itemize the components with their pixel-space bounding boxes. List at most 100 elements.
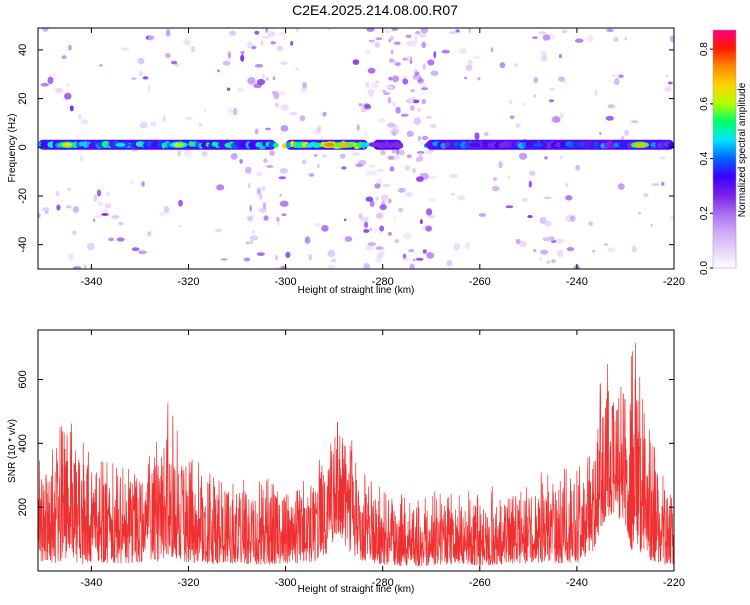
noise-blob (256, 252, 265, 256)
noise-blob (94, 215, 102, 218)
noise-blob (413, 34, 418, 43)
noise-blob (159, 211, 166, 217)
noise-blob (203, 108, 207, 113)
noise-blob (259, 192, 263, 200)
noise-blob (72, 266, 82, 269)
noise-blob (421, 41, 427, 49)
noise-blob (216, 69, 220, 73)
noise-blob (574, 38, 584, 43)
noise-blob (588, 221, 593, 226)
x-tick-label: -240 (566, 577, 588, 589)
y-tick-label: 600 (17, 370, 29, 388)
noise-blob (428, 197, 436, 202)
noise-blob (605, 115, 614, 121)
noise-blob (468, 59, 473, 67)
noise-blob (220, 258, 228, 261)
noise-blob (519, 152, 528, 160)
noise-blob (528, 180, 532, 188)
spectrogram-x-axis-label: Height of straight line (km) (298, 285, 415, 296)
noise-blob (369, 170, 377, 176)
colorbar-ticks: 0.0 0.2 0.4 0.6 0.8 (699, 42, 713, 275)
x-tick-label: -260 (469, 577, 491, 589)
noise-blob (415, 157, 420, 163)
noise-blob (630, 120, 639, 123)
noise-blob (355, 163, 363, 168)
noise-blob (370, 82, 379, 89)
noise-blob (245, 241, 250, 245)
noise-blob (106, 191, 111, 196)
noise-blob (545, 220, 552, 227)
spectrogram-y-ticks: -40 -20 0 20 40 (17, 44, 674, 253)
noise-blob (472, 56, 481, 59)
noise-blob (556, 238, 564, 244)
colorbar-tick-label: 0.4 (699, 151, 710, 165)
noise-blob (141, 181, 145, 187)
noise-blob (533, 77, 539, 84)
noise-blob (226, 87, 231, 91)
noise-blob (408, 40, 417, 47)
noise-blob (404, 192, 413, 197)
noise-blob (540, 249, 549, 255)
snr-frame (37, 329, 675, 572)
snr-x-ticks: -340 -320 -300 -280 -260 -240 -220 (80, 330, 685, 589)
noise-blob (490, 47, 494, 53)
noise-blob (551, 259, 556, 263)
noise-blob (41, 28, 49, 32)
noise-blob (308, 173, 315, 177)
noise-blob (565, 183, 569, 188)
noise-blob (375, 80, 380, 84)
noise-blob (316, 125, 322, 133)
noise-blob (249, 239, 254, 245)
noise-blob (131, 247, 140, 252)
noise-blob (290, 41, 294, 46)
noise-blob (352, 59, 360, 65)
colorbar-tick-label: 0.0 (699, 261, 710, 275)
noise-blob (427, 214, 436, 219)
snr-y-ticks: 200 400 600 (17, 370, 674, 516)
noise-blob (422, 249, 427, 254)
noise-blob (387, 122, 396, 128)
noise-blob (507, 175, 511, 179)
noise-blob (400, 113, 409, 117)
colorbar-tick-label: 0.8 (699, 42, 710, 56)
noise-blob (299, 115, 306, 122)
noise-blob (376, 252, 384, 260)
noise-blob (465, 64, 473, 71)
noise-blob (508, 99, 513, 105)
noise-blob (422, 63, 426, 70)
noise-blob (441, 49, 450, 54)
noise-blob (570, 215, 576, 222)
noise-blob (408, 249, 415, 253)
noise-blob (618, 74, 624, 78)
noise-blob (178, 199, 183, 207)
noise-blob (227, 51, 231, 59)
band-hotspot (635, 142, 645, 147)
noise-blob (474, 132, 480, 140)
noise-blob (266, 165, 274, 168)
noise-blob (360, 216, 369, 222)
x-tick-label: -300 (275, 276, 297, 288)
noise-blob (380, 149, 386, 156)
spectrogram-x-ticks: -340 -320 -300 -280 -260 -240 -220 (80, 28, 685, 288)
noise-blob (533, 248, 537, 253)
noise-blob (661, 181, 665, 186)
noise-blob (397, 187, 406, 193)
noise-blob (420, 28, 428, 34)
noise-blob (403, 232, 412, 240)
noise-blob (256, 172, 263, 177)
noise-blob (369, 200, 375, 208)
noise-blob (54, 87, 64, 94)
noise-blob (239, 159, 243, 164)
noise-blob (557, 249, 564, 258)
noise-blob (365, 82, 370, 88)
noise-blob (560, 155, 563, 160)
noise-blob (265, 28, 268, 33)
noise-blob (375, 246, 384, 251)
noise-blob (558, 76, 565, 82)
noise-blob (430, 70, 439, 76)
noise-blob (201, 151, 208, 157)
noise-blob (650, 223, 654, 227)
band-hotspot (115, 142, 126, 147)
noise-blob (505, 205, 514, 209)
